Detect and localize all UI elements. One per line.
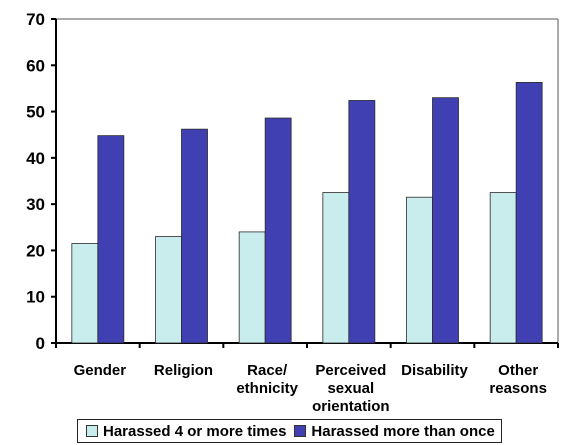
x-category-label-line: ethnicity	[236, 380, 298, 397]
y-tick-label: 0	[36, 334, 45, 353]
x-category-label: Race/ethnicity	[236, 362, 298, 397]
bar-series-2	[97, 135, 125, 344]
x-category-label-line: Other	[498, 362, 538, 379]
x-category-label: Disability	[401, 362, 468, 379]
bar-series-1	[155, 236, 182, 344]
y-tick-label: 60	[26, 56, 45, 75]
y-tick-label: 40	[26, 149, 45, 168]
legend-item-series-1: Harassed 4 or more times	[86, 423, 286, 440]
y-tick-label: 20	[26, 241, 45, 260]
x-category-label-line: Perceived	[315, 362, 386, 379]
bar-series-2	[515, 82, 543, 344]
x-category-label-line: Gender	[74, 362, 127, 379]
legend-swatch-series-2	[294, 425, 307, 437]
bar-series-2	[181, 128, 208, 344]
bar-series-1	[322, 192, 350, 344]
chart-legend: Harassed 4 or more times Harassed more t…	[77, 419, 502, 443]
legend-item-series-2: Harassed more than once	[294, 422, 495, 440]
legend-label-series-2: Harassed more than once	[311, 422, 495, 440]
y-tick-label: 30	[26, 195, 45, 214]
bar-chart: 0 10 20 30 40 50 60 70 Gender Religion Race/ethnic…	[26, 10, 559, 415]
bar-series-2	[348, 100, 376, 344]
x-category-label: Gender	[74, 362, 127, 379]
bar-series-1	[71, 243, 99, 344]
bar-series-2	[264, 117, 292, 344]
x-category-label-line: Disability	[401, 362, 468, 379]
bar-series-1	[406, 196, 433, 344]
x-category-label-line: sexual	[327, 380, 374, 397]
x-category-label-line: Religion	[154, 362, 213, 379]
y-tick-label: 70	[26, 10, 45, 29]
bar-series-1	[238, 231, 266, 344]
x-category-label-line: Race/	[247, 362, 288, 379]
x-category-label-line: reasons	[489, 380, 547, 397]
x-category-label: Other reasons	[489, 362, 547, 397]
bar-series-1	[489, 192, 517, 344]
y-tick-label: 50	[26, 103, 45, 122]
bar-series-2	[432, 97, 459, 344]
legend-label-series-1: Harassed 4 or more times	[103, 422, 287, 440]
legend-swatch-series-1	[86, 425, 98, 437]
y-tick-label: 10	[26, 288, 45, 307]
x-category-label: Religion	[154, 362, 213, 379]
x-category-label: Perceived sexual orientation	[312, 362, 390, 415]
x-category-label-line: orientation	[312, 398, 390, 415]
